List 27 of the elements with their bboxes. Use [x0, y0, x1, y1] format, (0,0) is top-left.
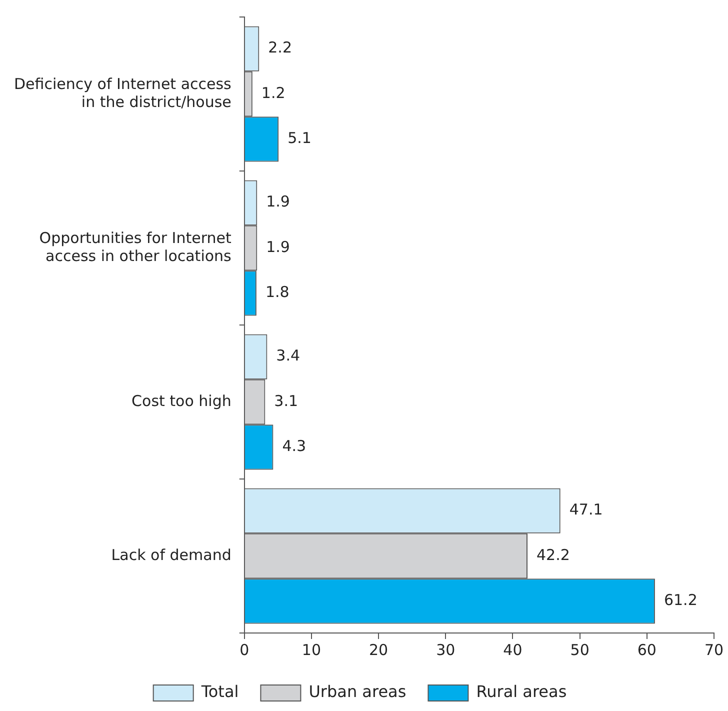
- y-tick-label: Opportunities for Internet access in other locations: [39, 228, 232, 265]
- data-label: 61.2: [664, 591, 698, 610]
- data-label: 1.8: [265, 283, 290, 302]
- data-label: 5.1: [288, 129, 312, 148]
- data-label: 1.9: [266, 192, 290, 211]
- y-tick-label: Cost too high: [132, 392, 232, 410]
- x-tick-label: 70: [704, 640, 724, 659]
- data-label: 42.2: [536, 546, 570, 564]
- data-label: 3.1: [274, 392, 298, 410]
- y-tick-label: Lack of demand: [111, 546, 232, 564]
- x-tick-label: 20: [369, 640, 388, 659]
- data-label: 3.4: [276, 346, 300, 365]
- data-label: 2.2: [268, 38, 292, 57]
- x-tick-label: 50: [570, 640, 590, 659]
- data-label: 1.9: [266, 238, 290, 256]
- y-tick-label: Deficiency of Internet access in the district/house: [14, 74, 232, 111]
- x-tick-label: 10: [302, 640, 322, 659]
- x-tick-label: 30: [436, 640, 456, 659]
- x-tick-label: 40: [503, 640, 522, 659]
- legend-label: Total: [200, 682, 239, 702]
- legend-label: Urban areas: [308, 682, 406, 702]
- data-label: 47.1: [569, 500, 603, 519]
- legend-label: Rural areas: [476, 682, 567, 702]
- x-tick-label: 60: [637, 640, 656, 659]
- x-tick-label: 0: [240, 640, 250, 659]
- data-label: 1.2: [261, 84, 286, 102]
- data-label: 4.3: [282, 437, 306, 456]
